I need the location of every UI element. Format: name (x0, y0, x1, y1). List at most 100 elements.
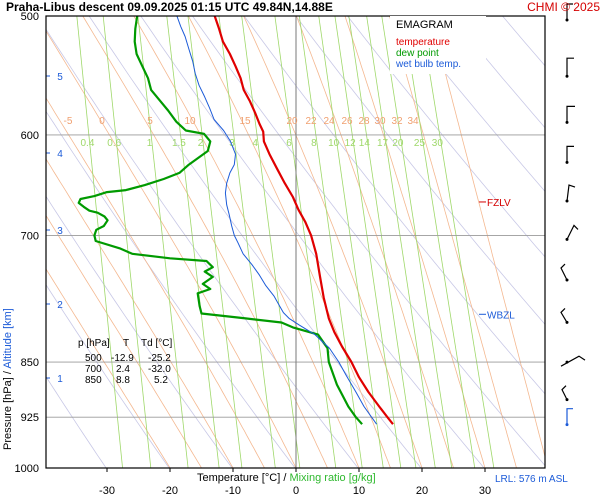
legend-wet-bulb: wet bulb temp. (396, 59, 462, 70)
dry-adiabat (501, 16, 545, 67)
mixing-ratio-label: 0.4 (81, 138, 95, 149)
wind-barb-station-dot (565, 237, 569, 241)
dry-adiabat (346, 16, 545, 258)
wind-barb-shaft (566, 3, 573, 20)
mixing-ratio-line (334, 16, 402, 468)
y-tick-label: 500 (21, 11, 39, 23)
dry-adiabat (46, 375, 107, 468)
x-axis-label-separator: / (280, 472, 290, 484)
wind-barb-shaft (560, 263, 568, 281)
wind-barb-station-dot (565, 199, 569, 203)
mixing-ratio-line (166, 16, 220, 468)
x-axis-label-mixing-ratio: Mixing ratio [g/kg] (289, 472, 376, 484)
wind-barb (565, 408, 573, 427)
moist-adiabat-label: 24 (323, 116, 335, 127)
wind-barb-shaft (566, 57, 574, 77)
dry-adiabat (88, 16, 422, 468)
mixing-ratio-line (420, 16, 495, 468)
mixing-ratio-label: 3 (229, 138, 235, 149)
moist-adiabat (133, 16, 360, 468)
y-tick-label: 700 (21, 230, 39, 242)
plot-border (45, 15, 546, 469)
altitude-tick-label: 1 (57, 374, 63, 385)
y-axis-label-altitude: Altitude [km] (2, 308, 14, 369)
mixing-ratio-label: 1.5 (172, 138, 186, 149)
wind-barb-station-dot (565, 360, 569, 364)
table-header-row: p [hPa] T Td [°C] (78, 338, 188, 349)
moist-adiabat-label: 26 (341, 116, 353, 127)
dry-adiabat (398, 16, 545, 192)
plot-frame (45, 15, 546, 469)
mixing-ratio-label: 25 (414, 138, 426, 149)
moist-adiabat (46, 158, 234, 468)
wind-barb-shaft (566, 224, 579, 240)
dry-adiabat (46, 284, 170, 468)
dew-point-curve (77, 16, 363, 425)
dry-adiabat (295, 16, 545, 325)
wind-barb-station-dot (565, 18, 569, 22)
moist-adiabat-label: 28 (358, 116, 370, 127)
wind-barb-shaft (566, 184, 576, 202)
sounding-table: p [hPa] T Td [°C] 500 -12.9 -25.2 700 2.… (78, 338, 188, 386)
mixing-ratio-label: 20 (392, 138, 404, 149)
dry-adiabat (46, 195, 233, 468)
wind-barb (565, 145, 574, 164)
wind-barb-station-dot (565, 320, 569, 324)
wet-bulb-curve (176, 16, 378, 425)
moist-adiabat-label: 10 (184, 116, 196, 127)
y-axis-label: Pressure [hPa] / Altitude [km] (2, 308, 14, 450)
temperature-curve (213, 16, 394, 425)
mixing-ratio-line (218, 16, 276, 468)
mixing-ratio-label: 0.6 (107, 138, 121, 149)
mixing-ratio-label: 4 (252, 138, 258, 149)
moist-adiabat-label: 20 (286, 116, 298, 127)
moist-adiabat (389, 16, 517, 468)
wind-barb-station-dot (565, 278, 569, 282)
mixing-ratio-line (318, 16, 384, 468)
copyright-link[interactable]: CHMI © 2025 (527, 0, 600, 14)
wind-barb-station-dot (565, 398, 569, 402)
mixing-ratio-line (298, 16, 363, 468)
mixing-ratio-line (187, 16, 243, 468)
table-row: 500 -12.9 -25.2 (78, 353, 188, 364)
mixing-ratio-label: 12 (345, 138, 357, 149)
mixing-ratio-line (274, 16, 337, 468)
x-axis-label-temperature: Temperature [°C] (197, 472, 281, 484)
legend-dew-point: dew point (396, 48, 439, 59)
moist-adiabats (46, 16, 545, 468)
altitude-tick-label: 2 (57, 300, 63, 311)
table-header-td: Td [°C] (141, 338, 173, 349)
y-tick-label: 925 (21, 412, 39, 424)
table-cell-p: 700 (85, 364, 102, 375)
wind-barb (561, 385, 569, 402)
moist-adiabat (46, 268, 171, 468)
moist-adiabat-label: 0 (99, 116, 105, 127)
table-cell-t: 2.4 (116, 364, 130, 375)
lrl-label: LRL: 576 m ASL (495, 474, 568, 485)
dry-adiabat (46, 110, 296, 468)
mixing-ratio-label: 1 (147, 138, 153, 149)
wind-barb-station-dot (565, 120, 569, 124)
dry-adiabat (192, 16, 545, 467)
moist-adiabat-label: 30 (374, 116, 386, 127)
moist-adiabat (82, 16, 328, 468)
legend: EMAGRAM temperature dew point wet bulb t… (390, 16, 486, 74)
dry-adiabats (46, 16, 545, 468)
wind-barbs (560, 3, 586, 427)
dry-adiabat (450, 16, 545, 129)
wind-barb-shaft (560, 355, 586, 367)
mixing-ratio-line (381, 16, 453, 468)
wind-barb (560, 263, 569, 282)
fzlv-label: FZLV (487, 198, 511, 209)
legend-title: EMAGRAM (396, 19, 453, 31)
mixing-ratio-label: 14 (359, 138, 371, 149)
moist-adiabat-label: 32 (391, 116, 403, 127)
chart-title: Praha-Libus descent 09.09.2025 01:15 UTC… (6, 0, 333, 14)
mixing-ratio-line (366, 16, 436, 468)
mixing-ratio-label: 8 (311, 138, 317, 149)
wind-barb (565, 105, 575, 124)
mixing-ratio-lines (76, 16, 495, 468)
altitude-tick-label: 3 (57, 226, 63, 237)
moist-adiabat (344, 16, 486, 468)
table-cell-td: 5.2 (154, 375, 168, 386)
